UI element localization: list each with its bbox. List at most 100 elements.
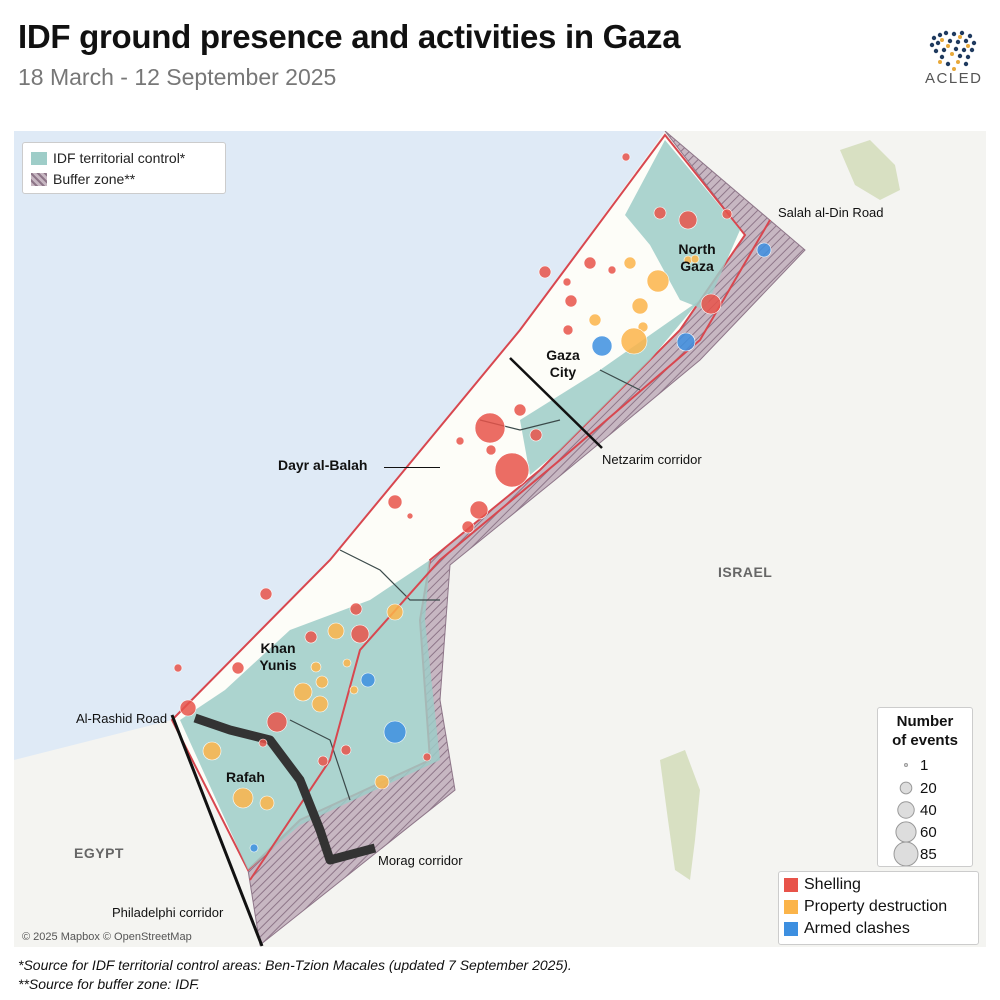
event-marker — [387, 494, 403, 510]
event-marker — [422, 752, 432, 762]
event-marker — [564, 294, 578, 308]
event-marker — [676, 332, 696, 352]
size-legend-label-40: 40 — [920, 802, 937, 819]
size-legend-title: Number of events — [892, 713, 958, 749]
event-marker — [349, 685, 359, 695]
event-marker — [310, 661, 322, 673]
event-marker — [360, 672, 376, 688]
size-legend-circle-85 — [893, 841, 919, 866]
event-marker — [231, 661, 245, 675]
label-philadelphi-corridor: Philadelphi corridor — [112, 905, 224, 920]
armed-clashes-swatch — [784, 922, 798, 936]
salah-al-din-road — [249, 219, 771, 881]
label-rafah: Rafah — [226, 769, 265, 785]
event-marker — [721, 208, 733, 220]
size-legend-label-20: 20 — [920, 780, 937, 797]
event-marker — [340, 744, 352, 756]
size-legend-circle-40 — [897, 801, 915, 819]
acled-logo-text: ACLED — [925, 70, 983, 87]
event-marker — [607, 265, 617, 275]
idf-control-area-center — [520, 300, 700, 475]
legend-property-destruction: Property destruction — [784, 898, 947, 916]
label-salah-al-din-road: Salah al-Din Road — [778, 205, 884, 220]
event-marker — [173, 663, 183, 673]
netzarim-corridor — [509, 357, 603, 449]
event-marker — [631, 297, 649, 315]
map-attribution: © 2025 Mapbox © OpenStreetMap — [22, 931, 192, 943]
legend-buffer-zone: Buffer zone** — [31, 171, 135, 187]
event-marker — [562, 277, 572, 287]
event-marker — [249, 843, 259, 853]
event-marker — [266, 711, 288, 733]
event-marker — [513, 403, 527, 417]
event-marker — [678, 210, 698, 230]
event-marker — [342, 658, 352, 668]
idf-control-swatch — [31, 151, 47, 165]
legend-armed-clashes-label: Armed clashes — [804, 920, 910, 937]
label-khan-yunis: Khan Yunis — [259, 640, 297, 673]
buffer-zone-swatch — [31, 172, 47, 186]
event-marker — [583, 256, 597, 270]
event-marker — [455, 436, 465, 446]
size-legend-label-60: 60 — [920, 824, 937, 841]
size-legend-label-85: 85 — [920, 846, 937, 863]
event-marker — [646, 269, 670, 293]
event-marker — [690, 254, 700, 264]
size-legend: Number of events 1 20 40 60 85 — [877, 707, 973, 867]
event-marker — [179, 699, 197, 717]
event-type-legend: Shelling Property destruction Armed clas… — [778, 871, 979, 945]
event-markers — [173, 152, 772, 853]
event-marker — [562, 324, 574, 336]
event-marker — [350, 624, 370, 644]
event-marker — [474, 412, 506, 444]
territory-legend: IDF territorial control* Buffer zone** — [22, 142, 226, 194]
label-al-rashid-road: Al-Rashid Road — [76, 711, 168, 726]
event-marker — [293, 682, 313, 702]
legend-shelling-label: Shelling — [804, 876, 861, 893]
event-marker — [653, 206, 667, 220]
label-israel: ISRAEL — [718, 564, 773, 580]
legend-shelling: Shelling — [784, 876, 861, 894]
event-marker — [700, 293, 722, 315]
event-marker — [620, 327, 648, 355]
label-netzarim-corridor: Netzarim corridor — [602, 452, 702, 467]
event-marker — [315, 675, 329, 689]
property-destruction-swatch — [784, 900, 798, 914]
map-title: IDF ground presence and activities in Ga… — [18, 18, 681, 55]
footnote-buffer-source: **Source for buffer zone: IDF. — [18, 976, 200, 992]
legend-property-destruction-label: Property destruction — [804, 898, 948, 915]
size-legend-circle-20 — [899, 781, 913, 795]
size-legend-label-1: 1 — [920, 757, 928, 774]
event-marker — [327, 622, 345, 640]
size-legend-circles: 1 20 40 60 85 — [893, 757, 937, 866]
footnote-control-source: *Source for IDF territorial control area… — [18, 957, 572, 973]
morag-corridor — [193, 713, 377, 865]
event-marker — [349, 602, 363, 616]
event-marker — [232, 787, 254, 809]
philadelphi-corridor — [170, 714, 264, 947]
event-marker — [202, 741, 222, 761]
event-marker — [317, 755, 329, 767]
dayr-leader-line — [384, 467, 440, 468]
legend-armed-clashes: Armed clashes — [784, 920, 910, 938]
event-marker — [258, 738, 268, 748]
label-north-gaza: North Gaza — [678, 241, 716, 274]
event-marker — [374, 774, 390, 790]
event-marker — [406, 512, 414, 520]
size-legend-circle-60 — [895, 821, 917, 843]
event-marker — [304, 630, 318, 644]
event-marker — [538, 265, 552, 279]
vegetation-patch — [840, 140, 900, 200]
event-marker — [461, 520, 475, 534]
label-egypt: EGYPT — [74, 845, 124, 861]
label-dayr-al-balah: Dayr al-Balah — [278, 457, 368, 473]
event-marker — [383, 720, 407, 744]
event-marker — [386, 603, 404, 621]
event-marker — [756, 242, 772, 258]
label-morag-corridor: Morag corridor — [378, 853, 463, 868]
event-marker — [621, 152, 631, 162]
event-marker — [494, 452, 530, 488]
event-marker — [469, 500, 489, 520]
vegetation-patch — [660, 750, 700, 880]
label-gaza-city: Gaza City — [546, 347, 580, 380]
